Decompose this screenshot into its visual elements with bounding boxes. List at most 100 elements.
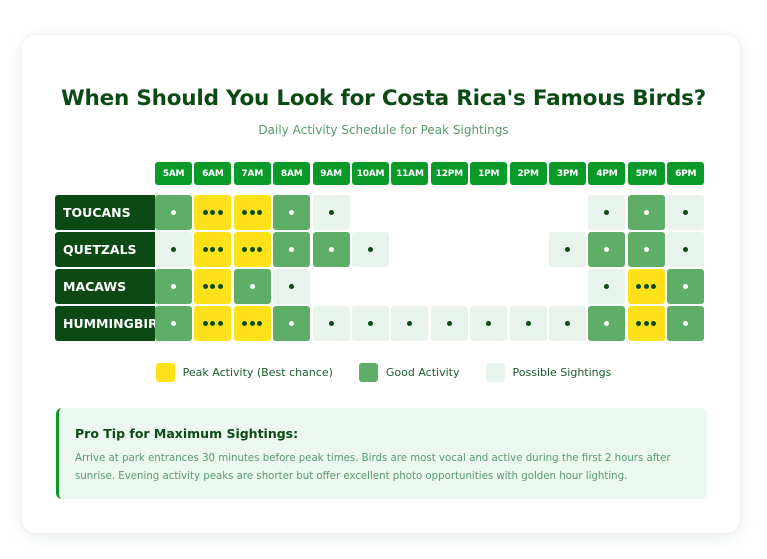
activity-cell-good bbox=[312, 232, 350, 267]
activity-cell-possible bbox=[155, 232, 192, 267]
activity-cell-good bbox=[627, 195, 665, 230]
activity-cell-none bbox=[352, 269, 389, 304]
activity-dot-icon bbox=[217, 247, 223, 252]
activity-dot-icon bbox=[203, 321, 209, 326]
activity-dot-icon bbox=[643, 284, 649, 289]
activity-cell-good bbox=[155, 269, 192, 304]
activity-cell-possible bbox=[312, 195, 350, 230]
bird-label: HUMMINGBIRDS bbox=[55, 306, 155, 341]
activity-cell-good bbox=[667, 306, 705, 341]
activity-cell-possible bbox=[391, 306, 429, 341]
time-header-7am: 7AM bbox=[233, 162, 271, 185]
activity-cell-possible bbox=[273, 269, 311, 304]
activity-dot-icon bbox=[636, 284, 642, 289]
time-header-8am: 8AM bbox=[273, 162, 311, 185]
activity-cell-peak bbox=[194, 195, 232, 230]
activity-dot-icon bbox=[643, 210, 649, 215]
activity-cell-possible bbox=[312, 306, 350, 341]
bird-label: QUETZALS bbox=[55, 232, 155, 267]
legend-item-peak: Peak Activity (Best chance) bbox=[155, 363, 333, 382]
activity-dot-icon bbox=[171, 321, 176, 326]
time-header-4pm: 4PM bbox=[588, 162, 626, 185]
activity-dot-icon bbox=[525, 321, 531, 326]
activity-cell-good bbox=[273, 306, 311, 341]
activity-dot-icon bbox=[210, 247, 216, 252]
legend-label: Good Activity bbox=[385, 366, 460, 379]
time-header-11am: 11AM bbox=[391, 162, 429, 185]
activity-cell-possible bbox=[588, 195, 626, 230]
time-header-2pm: 2PM bbox=[509, 162, 547, 185]
activity-cell-good bbox=[273, 232, 311, 267]
activity-cell-good bbox=[155, 306, 192, 341]
activity-cell-good bbox=[667, 269, 705, 304]
activity-dot-icon bbox=[203, 247, 209, 252]
activity-dot-icon bbox=[210, 210, 216, 215]
activity-cell-none bbox=[352, 195, 389, 230]
legend-swatch-icon bbox=[155, 363, 175, 382]
activity-cell-possible bbox=[588, 269, 626, 304]
pro-tip-text: Arrive at park entrances 30 minutes befo… bbox=[75, 453, 671, 482]
activity-cell-peak bbox=[194, 269, 232, 304]
legend-swatch-icon bbox=[485, 363, 505, 382]
activity-dot-icon bbox=[368, 321, 373, 326]
activity-dot-icon bbox=[565, 321, 570, 326]
activity-cell-peak bbox=[194, 306, 232, 341]
activity-dot-icon bbox=[651, 321, 657, 326]
activity-dot-icon bbox=[171, 210, 176, 215]
activity-dot-icon bbox=[683, 247, 689, 252]
legend: Peak Activity (Best chance) Good Activity… bbox=[0, 363, 767, 382]
legend-swatch-icon bbox=[358, 363, 378, 382]
activity-dot-icon bbox=[217, 210, 223, 215]
activity-cell-good bbox=[155, 195, 192, 230]
time-header-5am: 5AM bbox=[155, 162, 192, 185]
activity-cell-none bbox=[510, 232, 547, 267]
activity-cell-none bbox=[391, 269, 428, 304]
activity-dot-icon bbox=[604, 210, 610, 215]
activity-dot-icon bbox=[683, 321, 689, 326]
activity-dot-icon bbox=[407, 321, 413, 326]
activity-dot-icon bbox=[217, 284, 223, 289]
activity-dot-icon bbox=[328, 247, 334, 252]
activity-dot-icon bbox=[257, 321, 263, 326]
activity-cell-peak bbox=[627, 306, 665, 341]
activity-dot-icon bbox=[249, 247, 255, 252]
activity-cell-possible bbox=[509, 306, 547, 341]
time-header-6am: 6AM bbox=[194, 162, 232, 185]
activity-dot-icon bbox=[171, 247, 176, 252]
activity-cell-none bbox=[549, 195, 586, 230]
activity-cell-possible bbox=[352, 232, 389, 267]
activity-cell-peak bbox=[194, 232, 232, 267]
activity-cell-none bbox=[470, 232, 507, 267]
time-header-5pm: 5PM bbox=[627, 162, 665, 185]
activity-dot-icon bbox=[249, 321, 255, 326]
activity-cell-good bbox=[588, 232, 626, 267]
activity-cell-good bbox=[233, 269, 271, 304]
page-title: When Should You Look for Costa Rica's Fa… bbox=[60, 86, 707, 111]
time-header-6pm: 6PM bbox=[667, 162, 705, 185]
activity-cell-none bbox=[431, 232, 468, 267]
activity-dot-icon bbox=[446, 321, 452, 326]
activity-cell-good bbox=[273, 195, 311, 230]
time-header-10am: 10AM bbox=[352, 162, 389, 185]
activity-cell-possible bbox=[667, 232, 705, 267]
activity-dot-icon bbox=[171, 284, 176, 289]
activity-dot-icon bbox=[249, 210, 255, 215]
activity-dot-icon bbox=[636, 321, 642, 326]
activity-dot-icon bbox=[257, 247, 263, 252]
bird-label: TOUCANS bbox=[55, 195, 155, 230]
activity-cell-none bbox=[470, 195, 507, 230]
activity-dot-icon bbox=[289, 321, 295, 326]
activity-dot-icon bbox=[604, 321, 610, 326]
activity-cell-none bbox=[470, 269, 507, 304]
activity-cell-none bbox=[510, 269, 547, 304]
time-header-3pm: 3PM bbox=[549, 162, 586, 185]
activity-dot-icon bbox=[249, 284, 255, 289]
activity-dot-icon bbox=[210, 284, 216, 289]
activity-dot-icon bbox=[242, 321, 248, 326]
activity-dot-icon bbox=[328, 210, 334, 215]
activity-dot-icon bbox=[242, 210, 248, 215]
activity-cell-none bbox=[510, 195, 547, 230]
activity-cell-none bbox=[313, 269, 350, 304]
activity-cell-none bbox=[391, 195, 428, 230]
activity-dot-icon bbox=[651, 284, 657, 289]
